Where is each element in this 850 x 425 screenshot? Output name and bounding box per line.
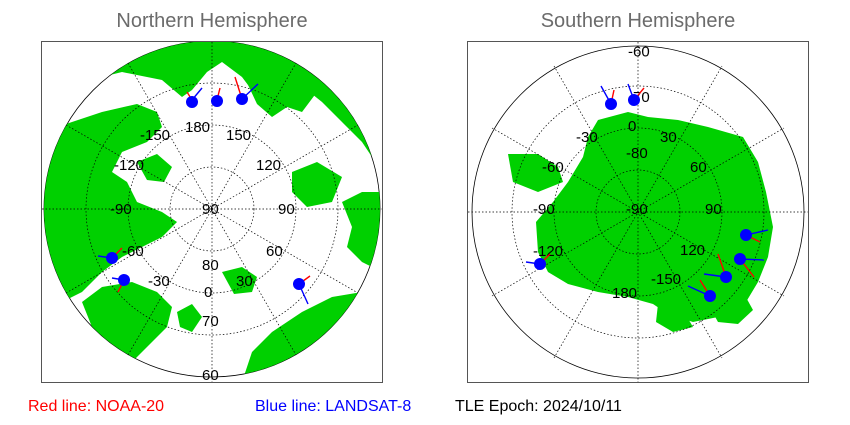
- south-lon-label: 120: [680, 242, 705, 259]
- landsat8-legend: Blue line: LANDSAT-8: [255, 398, 412, 415]
- south-lon-label: -120: [533, 243, 563, 260]
- north-hemisphere-title: Northern Hemisphere: [116, 10, 308, 32]
- north-lon-label: -30: [148, 273, 170, 290]
- north-lat-label: 60: [202, 367, 219, 382]
- south-lon-label: 60: [690, 159, 707, 176]
- north-lon-label: -60: [122, 243, 144, 260]
- north-lon-label: 60: [266, 243, 283, 260]
- north-lon-label: 180: [185, 119, 210, 136]
- south-lat-label: -80: [626, 145, 648, 162]
- south-lat-label: -60: [628, 43, 650, 60]
- south-lon-label: 90: [705, 201, 722, 218]
- south-lon-label: -150: [651, 271, 681, 288]
- south-satellite-markers: [525, 83, 769, 302]
- south-land: [508, 112, 773, 332]
- north-lat-label: 90: [202, 201, 219, 218]
- north-satellite-markers: [97, 76, 311, 305]
- south-lon-label: 180: [612, 285, 637, 302]
- north-polar-map: -150 180 150 120 90 60 30 0 -30 -60 -90 …: [41, 41, 383, 383]
- noaa20-legend: Red line: NOAA-20: [28, 398, 165, 415]
- south-lon-label: 0: [628, 118, 636, 135]
- north-lon-label: -120: [114, 157, 144, 174]
- north-lon-label: -150: [140, 127, 170, 144]
- south-hemisphere-title: Southern Hemisphere: [540, 10, 736, 32]
- north-lon-label: 0: [204, 284, 212, 301]
- north-lat-label: 70: [202, 313, 219, 330]
- south-lon-label: -60: [542, 159, 564, 176]
- north-lon-label: 90: [278, 201, 295, 218]
- north-lon-label: 30: [236, 273, 253, 290]
- north-lon-label: 150: [226, 127, 251, 144]
- south-lon-label: -30: [576, 129, 598, 146]
- tle-epoch-label: TLE Epoch: 2024/10/11: [455, 398, 622, 415]
- north-lon-label: 120: [256, 157, 281, 174]
- south-lat-label: -90: [626, 201, 648, 218]
- north-lat-label: 80: [202, 257, 219, 274]
- south-lon-label: 30: [660, 129, 677, 146]
- south-lon-label: -90: [533, 201, 555, 218]
- south-polar-map: -30 0 30 60 90 120 -150 180 -120 -90 -60…: [467, 41, 809, 383]
- north-lon-label: -90: [110, 201, 132, 218]
